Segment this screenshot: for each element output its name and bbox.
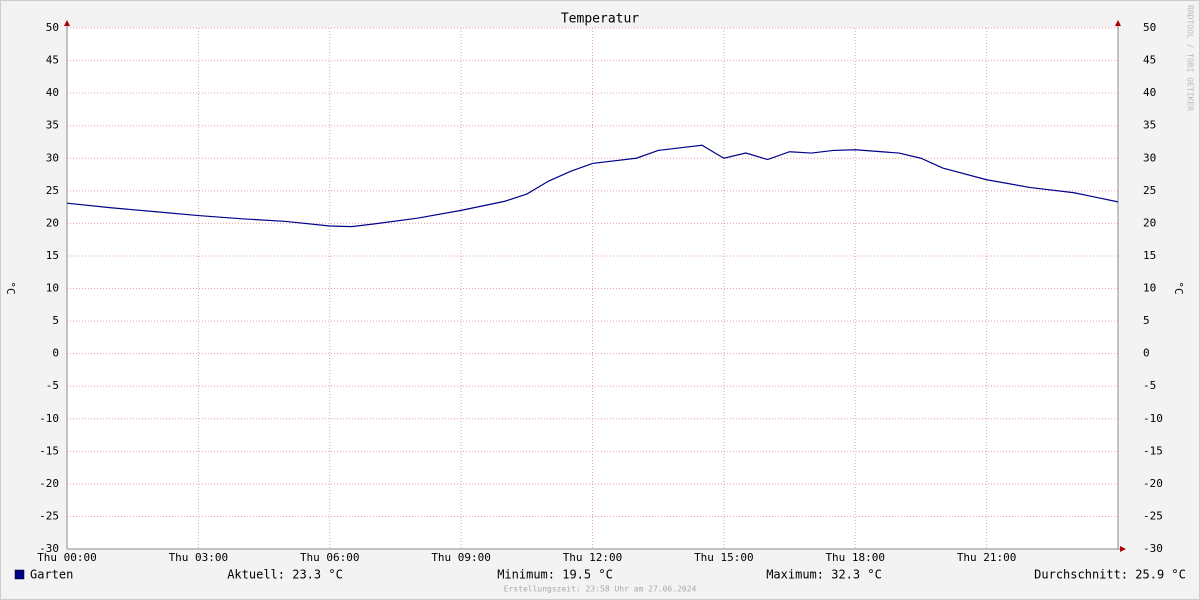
y2-tick-label: 30 <box>1143 151 1156 164</box>
y-tick-label: 15 <box>46 249 59 262</box>
stat-label: Durchschnitt: 25.9 °C <box>1034 568 1186 582</box>
axis-arrow <box>1115 20 1121 26</box>
footer: Erstellungszeit: 23:58 Uhr am 27.06.2024 <box>504 585 697 594</box>
y-tick-label: -10 <box>39 412 59 425</box>
x-tick-label: Thu 00:00 <box>37 551 97 564</box>
chart-title: Temperatur <box>561 12 639 27</box>
y-tick-label: 0 <box>52 347 59 360</box>
legend-label: Garten <box>30 568 73 582</box>
x-tick-label: Thu 06:00 <box>300 551 360 564</box>
y2-tick-label: -15 <box>1143 444 1163 457</box>
axis-arrow <box>64 20 70 26</box>
watermark: RRDTOOL / TOBI OETIKER <box>1186 5 1195 111</box>
y2-tick-label: -20 <box>1143 477 1163 490</box>
y2-tick-label: 15 <box>1143 249 1156 262</box>
y-tick-label: -25 <box>39 509 59 522</box>
stat-label: Maximum: 32.3 °C <box>766 568 882 582</box>
stat-label: Minimum: 19.5 °C <box>497 568 613 582</box>
line-series <box>66 144 1119 228</box>
y-tick-label: 25 <box>46 184 59 197</box>
y2-tick-label: 10 <box>1143 282 1156 295</box>
y2-tick-label: 5 <box>1143 314 1150 327</box>
legend-swatch <box>14 569 25 580</box>
y-tick-label: 30 <box>46 151 59 164</box>
y2-tick-label: 40 <box>1143 86 1156 99</box>
y-tick-label: 35 <box>46 119 59 132</box>
x-tick-label: Thu 18:00 <box>825 551 885 564</box>
y2-axis-label: °C <box>1172 281 1185 294</box>
y-tick-label: 5 <box>52 314 59 327</box>
y2-tick-label: 20 <box>1143 216 1156 229</box>
axis-arrow <box>1120 546 1126 552</box>
x-tick-label: Thu 21:00 <box>957 551 1017 564</box>
y-tick-label: -5 <box>46 379 59 392</box>
y-tick-label: 45 <box>46 54 59 67</box>
y2-tick-label: -25 <box>1143 509 1163 522</box>
y2-tick-label: 35 <box>1143 119 1156 132</box>
x-tick-label: Thu 09:00 <box>431 551 491 564</box>
y-tick-label: -30 <box>39 542 59 555</box>
y-axis-label: °C <box>4 281 17 294</box>
y2-tick-label: 0 <box>1143 347 1150 360</box>
y2-tick-label: 45 <box>1143 54 1156 67</box>
x-tick-label: Thu 03:00 <box>169 551 229 564</box>
y-tick-label: 20 <box>46 216 59 229</box>
y2-tick-label: -10 <box>1143 412 1163 425</box>
x-tick-label: Thu 15:00 <box>694 551 754 564</box>
x-tick-label: Thu 12:00 <box>563 551 623 564</box>
y-tick-label: 40 <box>46 86 59 99</box>
stat-label: Aktuell: 23.3 °C <box>227 568 343 582</box>
y-tick-label: 50 <box>46 21 59 34</box>
y2-tick-label: 50 <box>1143 21 1156 34</box>
y-tick-label: 10 <box>46 282 59 295</box>
y2-tick-label: -30 <box>1143 542 1163 555</box>
y2-tick-label: 25 <box>1143 184 1156 197</box>
y-tick-label: -20 <box>39 477 59 490</box>
y2-tick-label: -5 <box>1143 379 1156 392</box>
y-tick-label: -15 <box>39 444 59 457</box>
